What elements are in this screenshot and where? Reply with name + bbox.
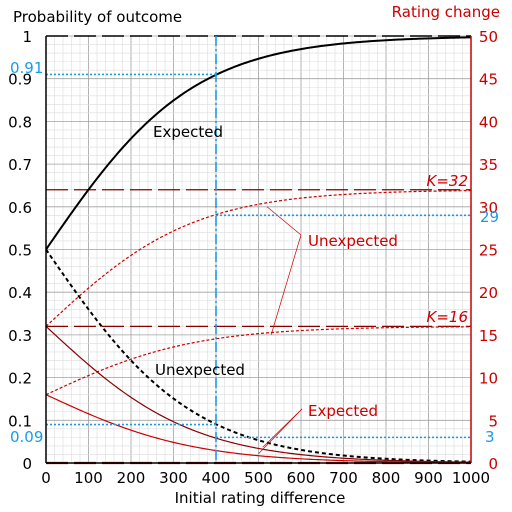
y-left-tick-label: 0.9 <box>8 71 32 89</box>
label-unexpected-black: Unexpected <box>155 361 245 379</box>
curve-k16-unexpected-gain <box>45 326 472 396</box>
x-tick-label: 400 <box>202 469 231 487</box>
x-axis-title: Initial rating difference <box>175 489 346 507</box>
y-right-tick-label: 45 <box>479 71 498 89</box>
label-expected-red: Expected <box>308 402 378 420</box>
axes <box>45 36 472 464</box>
y-right-tick-label: 30 <box>479 199 498 217</box>
y-right-tick-label: 50 <box>479 28 498 46</box>
x-tick-label: 200 <box>117 469 146 487</box>
y-left-tick-label: 0.7 <box>8 156 32 174</box>
leader-expected-k16 <box>258 408 303 454</box>
x-tick-label: 800 <box>372 469 401 487</box>
leader-unexpected-k32 <box>266 206 302 236</box>
label-k16: K=16 <box>427 308 469 326</box>
y-left-tick-label: 0.3 <box>8 327 32 345</box>
curve-k16-expected-gain <box>45 394 472 464</box>
curve-k32-expected-gain <box>45 325 472 463</box>
y-left-tick-label: 0.5 <box>8 242 32 260</box>
label-p-high: 0.91 <box>10 59 43 77</box>
y-left-tick-label: 1 <box>22 28 32 46</box>
y-left-tick-label: 0.6 <box>8 199 32 217</box>
tick-labels: 0 100 200 300 400 500 600 700 800 900 100000.10.20… <box>8 28 498 487</box>
curves <box>45 36 472 464</box>
x-tick-label: 900 <box>414 469 443 487</box>
curve-unexpected-probability <box>45 248 472 463</box>
label-p-low: 0.09 <box>10 428 43 446</box>
y-right-tick-label: 20 <box>479 284 498 302</box>
y-left-tick-label: 0.2 <box>8 370 32 388</box>
y-left-tick-label: 0 <box>22 455 32 473</box>
x-tick-label: 300 <box>159 469 188 487</box>
x-tick-label: 0 <box>41 469 51 487</box>
x-tick-label: 500 <box>244 469 273 487</box>
y-left-tick-label: 0.8 <box>8 113 32 131</box>
y-right-tick-label: 10 <box>479 370 498 388</box>
curve-k32-unexpected-gain <box>45 189 472 327</box>
y-right-tick-label: 15 <box>479 327 498 345</box>
y-left-tick-label: 0.4 <box>8 284 32 302</box>
x-tick-label: 600 <box>287 469 316 487</box>
highlight-lines <box>46 36 471 463</box>
label-k32: K=32 <box>427 172 469 190</box>
right-axis-title: Rating change <box>392 3 500 21</box>
y-left-tick-label: 0.1 <box>8 412 32 430</box>
x-tick-label: 700 <box>329 469 358 487</box>
label-unexpected-red: Unexpected <box>308 232 398 250</box>
left-axis-title: Probability of outcome <box>13 8 182 26</box>
label-expected-black: Expected <box>153 123 223 141</box>
label-change-low: 3 <box>485 428 495 446</box>
y-right-tick-label: 0 <box>488 455 498 473</box>
y-right-tick-label: 25 <box>479 242 498 260</box>
label-change-high: 29 <box>480 208 499 226</box>
y-right-tick-label: 5 <box>488 412 498 430</box>
x-tick-label: 100 <box>74 469 103 487</box>
leader-unexpected-k16 <box>270 234 302 335</box>
y-right-tick-label: 40 <box>479 113 498 131</box>
curve-expected-probability <box>45 36 472 251</box>
x-tick-label: 1000 <box>452 469 490 487</box>
y-right-tick-label: 35 <box>479 156 498 174</box>
